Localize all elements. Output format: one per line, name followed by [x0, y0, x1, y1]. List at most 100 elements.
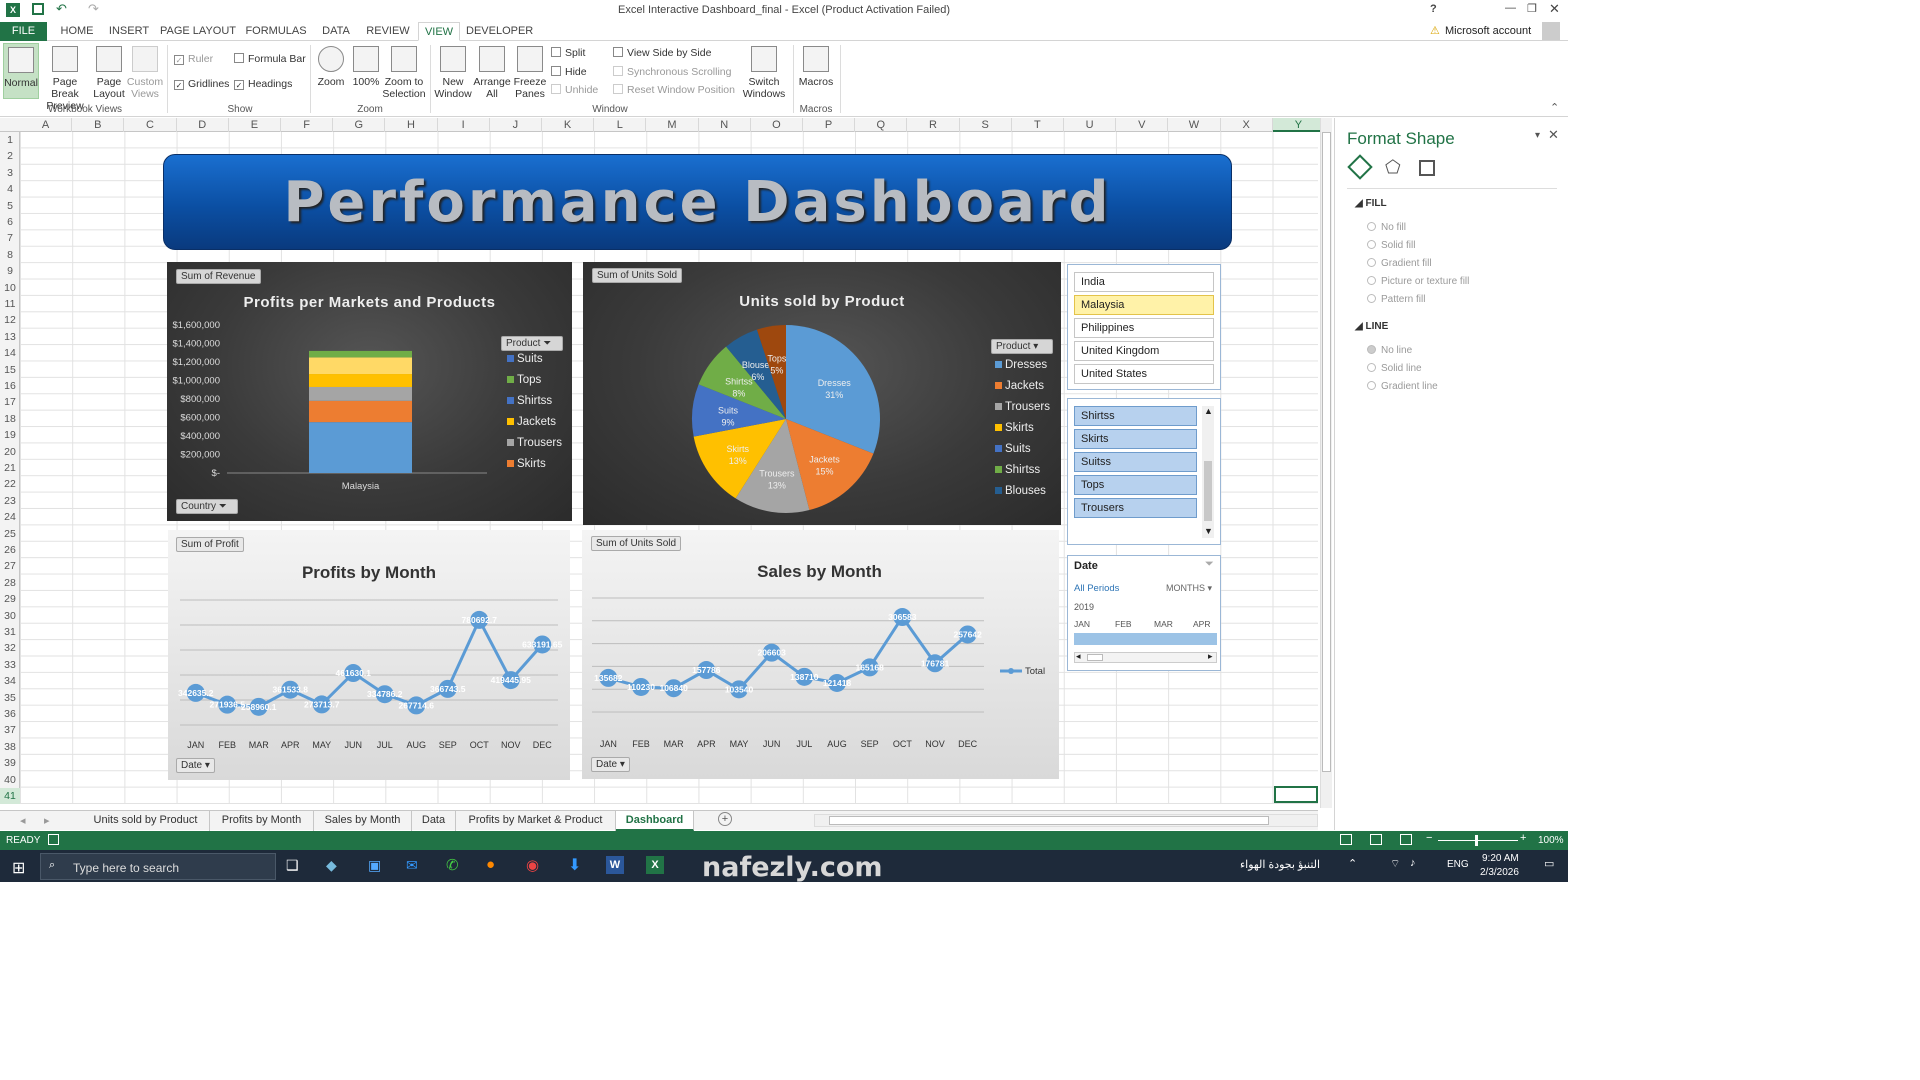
solid-fill-option[interactable]: Solid fill	[1367, 240, 1415, 251]
slicer-item-united-kingdom[interactable]: United Kingdom	[1074, 341, 1214, 361]
column-header[interactable]: A	[20, 118, 73, 132]
column-header[interactable]: G	[333, 118, 386, 132]
column-header[interactable]: X	[1221, 118, 1273, 132]
zoom-slider[interactable]	[1438, 835, 1518, 846]
vscroll-thumb[interactable]	[1322, 132, 1331, 772]
column-header[interactable]: K	[542, 118, 595, 132]
account-label[interactable]: Microsoft account	[1445, 25, 1532, 37]
row-header[interactable]: 6	[7, 216, 13, 228]
timeline-scroll-thumb[interactable]	[1087, 654, 1103, 661]
row-header[interactable]: 40	[4, 773, 16, 786]
store-icon[interactable]: ▣	[368, 857, 382, 873]
page-layout-button[interactable]: Page Layout	[92, 46, 126, 100]
clock-time[interactable]: 9:20 AM	[1482, 853, 1519, 864]
fill-section[interactable]: ◢ FILL	[1355, 198, 1387, 209]
gradient-line-option[interactable]: Gradient line	[1367, 381, 1438, 392]
clear-filter-icon[interactable]: ⏷	[1205, 558, 1214, 570]
tab-insert[interactable]: INSERT	[108, 25, 150, 37]
row-header[interactable]: 17	[4, 396, 16, 409]
chrome-icon[interactable]: ◉	[526, 857, 540, 874]
word-icon[interactable]: W	[606, 856, 624, 874]
switch-windows-button[interactable]: Switch Windows	[738, 46, 790, 100]
reset-window-button[interactable]: Reset Window Position	[613, 84, 735, 96]
horizontal-scrollbar[interactable]	[814, 814, 1318, 827]
row-header[interactable]: 38	[4, 740, 16, 753]
new-window-button[interactable]: New Window	[432, 46, 474, 100]
slicer-item-united-states[interactable]: United States	[1074, 364, 1214, 384]
solid-line-option[interactable]: Solid line	[1367, 363, 1422, 374]
row-header[interactable]: 23	[4, 494, 16, 507]
gridlines-checkbox[interactable]: ✓ Gridlines	[174, 78, 230, 90]
network-icon[interactable]: ⌔	[1390, 858, 1401, 870]
scroll-left-icon[interactable]: ◂	[1076, 651, 1081, 661]
row-header[interactable]: 14	[4, 347, 16, 360]
row-header[interactable]: 37	[4, 724, 16, 737]
row-header[interactable]: 21	[4, 462, 16, 474]
row-header[interactable]: 1	[7, 134, 13, 146]
row-header[interactable]: 5	[7, 199, 13, 212]
pane-close-icon[interactable]: ✕	[1548, 127, 1559, 142]
chart-profits-month[interactable]: Sum of Profit Profits by Month 342635.2 J…	[168, 530, 570, 780]
line-section[interactable]: ◢ LINE	[1355, 321, 1389, 332]
headings-checkbox[interactable]: ✓ Headings	[234, 78, 293, 90]
hide-button[interactable]: Hide	[551, 66, 587, 78]
tab-file[interactable]: FILE	[0, 22, 47, 41]
row-header[interactable]: 41	[0, 788, 20, 805]
scroll-right-icon[interactable]: ▸	[1208, 651, 1213, 661]
sync-scroll-button[interactable]: Synchronous Scrolling	[613, 66, 731, 78]
row-header[interactable]: 9	[7, 265, 13, 278]
selected-cell[interactable]	[1274, 786, 1318, 803]
row-header[interactable]: 27	[4, 560, 16, 573]
windows-start-icon[interactable]: ⊞	[12, 860, 26, 877]
volume-icon[interactable]: ♪	[1410, 857, 1416, 869]
row-header[interactable]: 33	[4, 658, 16, 671]
arrange-all-button[interactable]: Arrange All	[472, 46, 512, 100]
taskbar-search[interactable]: ⌕ Type here to search	[40, 853, 276, 880]
column-header[interactable]: C	[124, 118, 177, 132]
row-header[interactable]: 15	[4, 363, 16, 376]
row-header[interactable]: 10	[4, 281, 16, 294]
page-break-status-icon[interactable]	[1400, 834, 1412, 845]
page-layout-status-icon[interactable]	[1370, 834, 1382, 845]
zoom-level[interactable]: 100%	[1538, 835, 1564, 846]
pane-options-icon[interactable]: ▾	[1535, 130, 1541, 141]
row-header[interactable]: 26	[4, 544, 16, 556]
chart-units-product[interactable]: Sum of Units Sold Units sold by Product …	[583, 262, 1061, 525]
tray-chevron-icon[interactable]: ⌃	[1348, 858, 1358, 870]
next-sheet-icon[interactable]: ▸	[44, 815, 50, 827]
add-sheet-icon[interactable]: +	[718, 812, 732, 826]
sheet-tab-sales-month[interactable]: Sales by Month	[314, 811, 412, 831]
tab-review[interactable]: REVIEW	[366, 25, 410, 37]
collapse-ribbon-icon[interactable]: ⌃	[1550, 102, 1560, 114]
prev-sheet-icon[interactable]: ◂	[20, 815, 26, 827]
date-button[interactable]: Date ▾	[591, 757, 630, 772]
slicer-item-india[interactable]: India	[1074, 272, 1214, 292]
zoom-out-icon[interactable]: −	[1426, 832, 1433, 844]
timeline-bar[interactable]	[1074, 633, 1217, 645]
row-header[interactable]: 7	[7, 232, 13, 245]
slicer-item-skirts[interactable]: Skirts	[1074, 429, 1197, 449]
vertical-scrollbar[interactable]	[1320, 118, 1332, 808]
date-button[interactable]: Date ▾	[176, 758, 215, 773]
column-header[interactable]: U	[1064, 118, 1117, 132]
weather-text[interactable]: التنبؤ بجودة الهواء	[1240, 859, 1321, 871]
row-header[interactable]: 32	[4, 642, 16, 655]
row-header[interactable]: 20	[4, 445, 16, 458]
download-icon[interactable]: ⬇	[568, 857, 582, 874]
column-header[interactable]: H	[385, 118, 438, 132]
row-header[interactable]: 25	[4, 527, 16, 540]
help-icon[interactable]: ?	[1430, 3, 1437, 15]
tab-formulas[interactable]: FORMULAS	[245, 25, 307, 37]
row-header[interactable]: 28	[4, 576, 16, 589]
row-header[interactable]: 3	[7, 166, 13, 179]
product-filter-button[interactable]: Product ⏷	[501, 336, 563, 351]
excel-taskbar-icon[interactable]: X	[646, 856, 664, 874]
picture-fill-option[interactable]: Picture or texture fill	[1367, 276, 1469, 287]
row-header[interactable]: 36	[4, 708, 16, 720]
column-header[interactable]: D	[177, 118, 229, 132]
row-header[interactable]: 30	[4, 609, 16, 622]
scroll-thumb[interactable]	[1204, 461, 1212, 521]
row-header[interactable]: 8	[7, 248, 13, 261]
language-indicator[interactable]: ENG	[1447, 859, 1469, 870]
zoom-in-icon[interactable]: +	[1520, 832, 1527, 844]
